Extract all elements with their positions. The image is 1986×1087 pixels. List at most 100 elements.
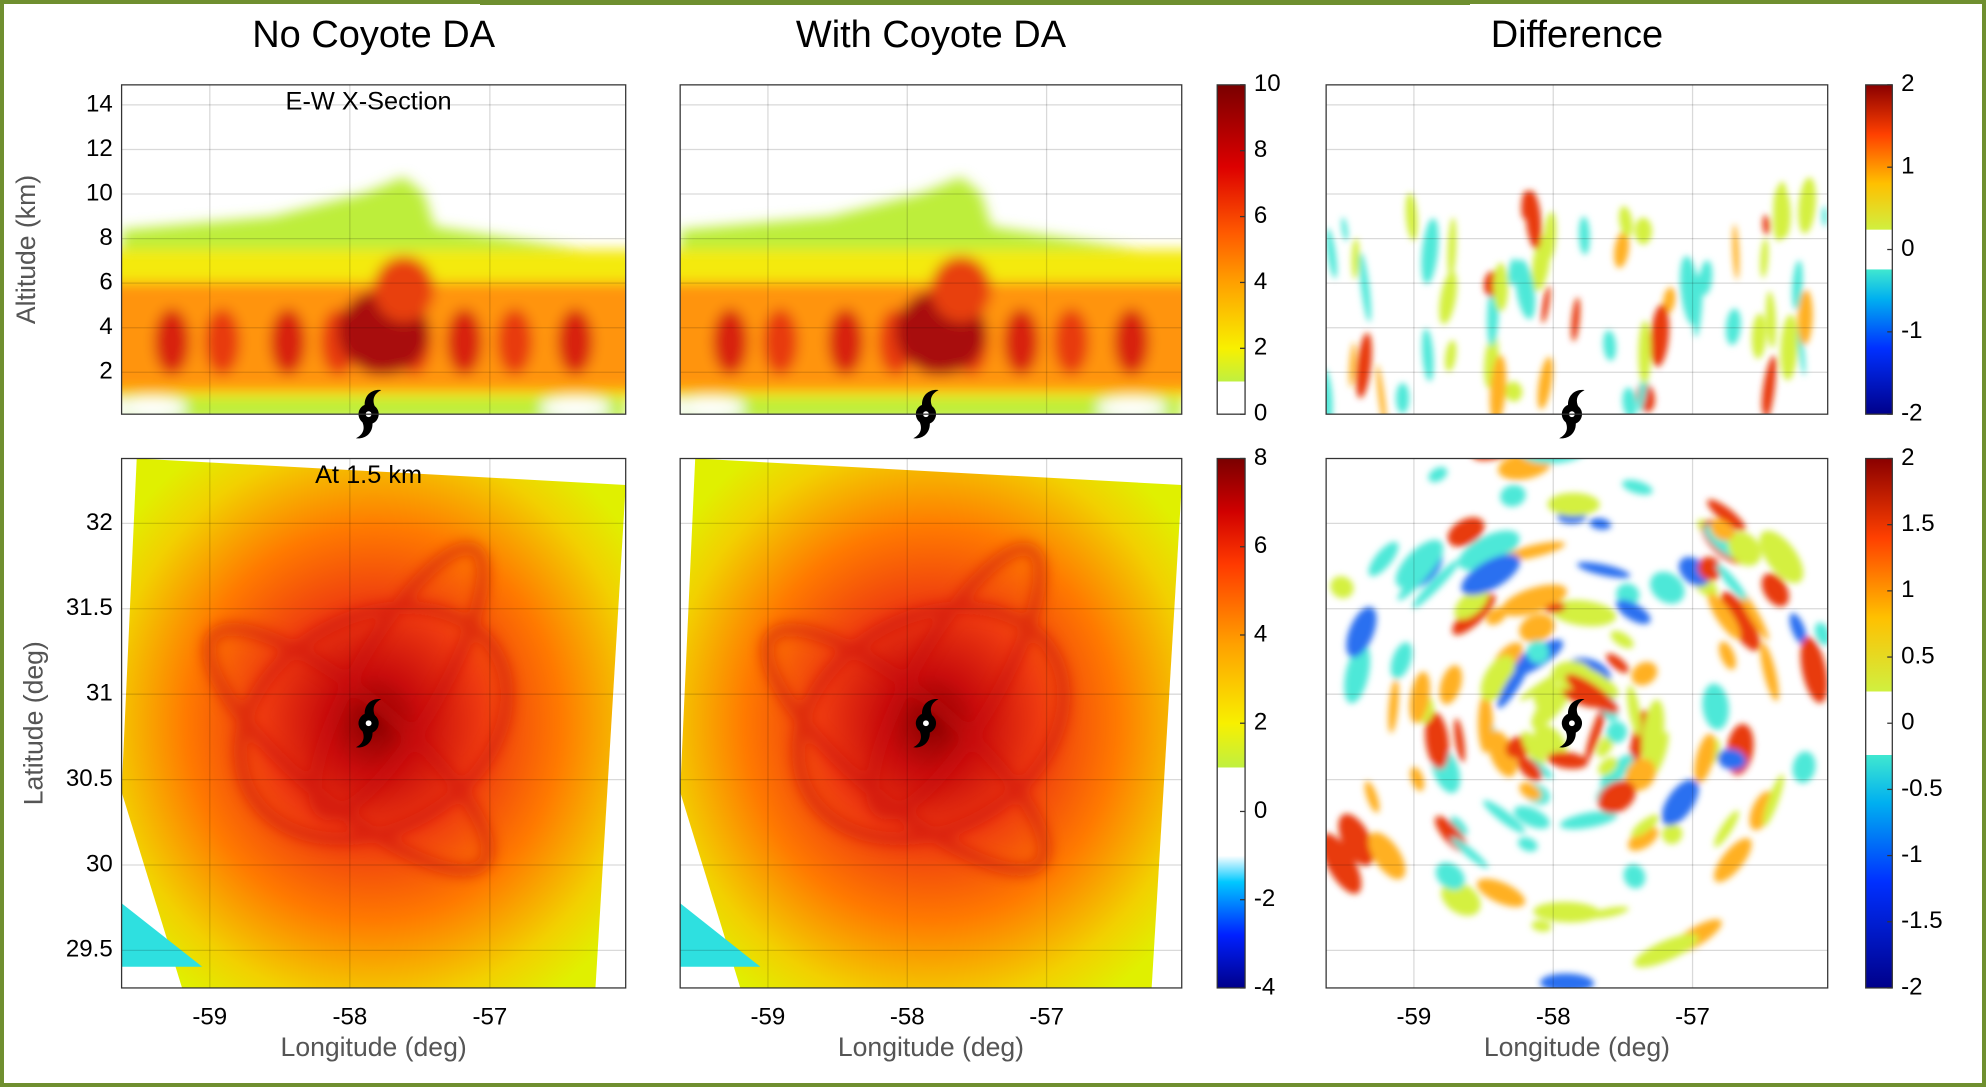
- diff-blob: [1421, 218, 1439, 284]
- field-layer: [680, 903, 761, 967]
- colorbar-tick-label: 0: [1901, 235, 1914, 262]
- diff-blob: [1537, 356, 1553, 410]
- colorbar-tick-label: -0.5: [1901, 775, 1942, 802]
- colorbar-tick-label: 4: [1254, 620, 1267, 647]
- x-tick-label: -59: [192, 1004, 227, 1031]
- diff-blob: [1489, 355, 1507, 415]
- diff-blob: [1364, 781, 1380, 813]
- diff-blob: [1634, 217, 1653, 245]
- field-blob: [373, 256, 435, 322]
- colorbar-tick-label: -1.5: [1901, 907, 1942, 934]
- field-blob: [270, 308, 306, 375]
- x-tick-label: -57: [1029, 1004, 1064, 1031]
- diff-blob: [1338, 813, 1374, 866]
- colorbar-tick-label: 1.5: [1901, 510, 1934, 537]
- diff-blob: [1349, 342, 1356, 388]
- diff-blob: [1405, 192, 1418, 241]
- y-tick-label: 10: [86, 179, 113, 206]
- diff-blob: [1680, 256, 1700, 326]
- diff-blob: [1751, 313, 1767, 359]
- storm-icon: [355, 698, 382, 748]
- y-tick-label: 31.5: [66, 594, 113, 621]
- colorbar-tick-label: -2: [1901, 400, 1922, 427]
- diff-blob: [1762, 774, 1784, 827]
- x-tick-label: -58: [332, 1004, 367, 1031]
- diff-blob: [1326, 833, 1362, 894]
- diff-blob: [1610, 630, 1634, 649]
- diff-blob: [1727, 531, 1762, 566]
- field-blob: [497, 308, 533, 375]
- diff-blob: [1450, 836, 1489, 869]
- diff-blob: [1521, 190, 1530, 220]
- y-tick-label: 4: [99, 313, 112, 340]
- diff-blobs: [1326, 177, 1828, 415]
- field: [121, 177, 626, 415]
- y-tick-label: 31: [86, 680, 113, 707]
- x-tick-label: -59: [751, 1004, 786, 1031]
- colorbar-tick-label: 8: [1254, 444, 1267, 471]
- diff-blob: [1346, 606, 1377, 658]
- diff-blob: [1450, 816, 1468, 836]
- diff-blob: [1525, 190, 1542, 250]
- x-axis-label: Longitude (deg): [1484, 1032, 1670, 1062]
- diff-blob: [1603, 330, 1617, 361]
- colorbar-tick-label: 0: [1254, 400, 1267, 427]
- field-blob: [1114, 308, 1150, 375]
- diff-blob: [1577, 562, 1631, 578]
- storm-icon: [913, 698, 939, 748]
- diff-blob: [1505, 381, 1523, 402]
- field-blob: [712, 308, 748, 375]
- diff-blob: [1368, 832, 1406, 880]
- diff-blob: [1519, 614, 1555, 643]
- diff-blob: [1714, 810, 1740, 848]
- panel: 2 4 6 8 10 12 14 No Coyote DA E-W X-Section Altit…: [11, 14, 627, 439]
- diff-blob: [1789, 613, 1807, 646]
- field-layer: [121, 903, 203, 967]
- diff-blob: [1483, 800, 1526, 834]
- diff-blob: [1326, 228, 1337, 279]
- diff-blob: [1447, 517, 1485, 547]
- diff-blob: [1493, 262, 1509, 312]
- colorbar-tick-label: 1: [1901, 153, 1914, 180]
- diff-blob: [1616, 599, 1651, 624]
- diff-blob: [1717, 748, 1746, 770]
- x-tick-label: -58: [1536, 1004, 1571, 1031]
- colorbar-tick-label: 0: [1254, 797, 1267, 824]
- diff-blob: [1614, 231, 1630, 269]
- diff-blob: [1526, 640, 1550, 664]
- diff-blob: [1330, 576, 1354, 599]
- field-swirl: [791, 601, 1070, 846]
- diff-blob: [1439, 271, 1458, 325]
- diff-blob: [1773, 181, 1788, 242]
- diff-blob: [1388, 679, 1399, 734]
- y-tick-label: 29.5: [66, 936, 113, 963]
- diff-blob: [1798, 177, 1816, 234]
- diff-blob: [1631, 661, 1658, 686]
- diff-blob: [1376, 364, 1387, 415]
- diff-blob: [1600, 754, 1634, 788]
- field-blob: [446, 308, 483, 375]
- diff-blob: [1521, 731, 1546, 766]
- field-layers: [680, 177, 1182, 415]
- axes-box: [1325, 457, 1829, 989]
- colorbar-tick-label: 4: [1254, 268, 1267, 295]
- diff-blob: [1716, 564, 1747, 601]
- diff-blob: [1762, 214, 1770, 235]
- diff-blob: [1625, 758, 1656, 791]
- y-axis-label: Latitude (deg): [18, 641, 48, 805]
- diff-blob: [1718, 641, 1736, 670]
- x-tick-label: -59: [1397, 1004, 1432, 1031]
- x-tick-label: -57: [472, 1004, 507, 1031]
- diff-blob: [1597, 780, 1636, 814]
- diff-blob: [1486, 607, 1507, 625]
- diff-blob: [1562, 689, 1600, 708]
- colorbar-tick-label: 0: [1901, 709, 1914, 736]
- diff-blob: [1780, 314, 1798, 381]
- diff-blob: [1480, 655, 1515, 702]
- diff-blob: [1395, 539, 1444, 588]
- axes-box: [120, 457, 627, 989]
- diff-blob: [1454, 587, 1489, 620]
- diff-blob: [1355, 332, 1372, 399]
- diff-blob: [1517, 756, 1543, 782]
